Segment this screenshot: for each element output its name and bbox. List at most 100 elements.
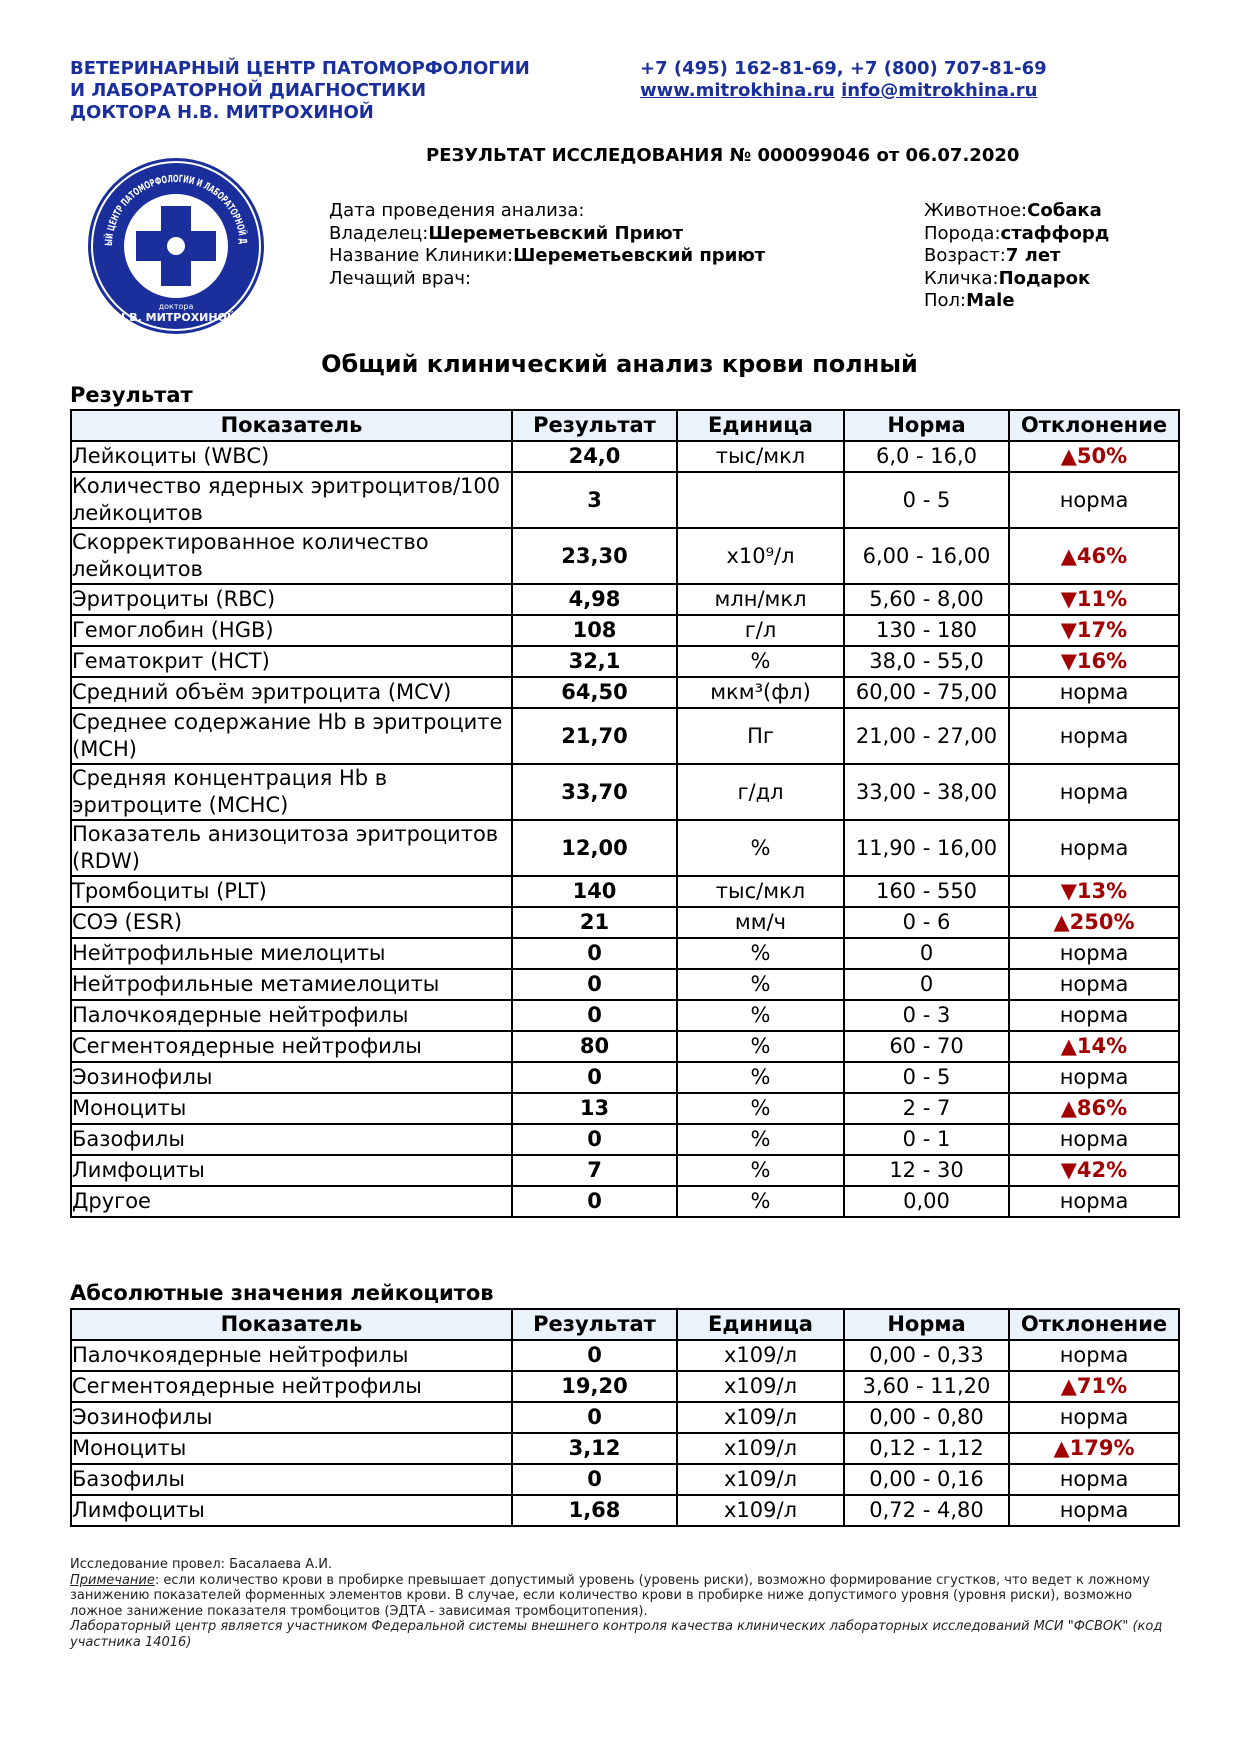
table-cell: x109/л xyxy=(676,1370,845,1403)
info-label: Кличка: xyxy=(924,267,999,289)
table-cell: Базофилы xyxy=(70,1463,513,1496)
info-label: Животное: xyxy=(924,200,1028,221)
table-cell: СОЭ (ESR) xyxy=(70,906,513,939)
table-cell: 2 - 7 xyxy=(843,1092,1010,1125)
table-cell: норма xyxy=(1008,1061,1180,1094)
table-cell: Лейкоциты (WBC) xyxy=(70,440,513,473)
header-row: Показатель Результат Единица Норма Отклонени… xyxy=(70,1308,1180,1341)
table-cell: 4,98 xyxy=(511,583,678,616)
table-cell: ▲46% xyxy=(1008,527,1180,585)
table-cell: 6,0 - 16,0 xyxy=(843,440,1010,473)
table-cell: 13 xyxy=(511,1092,678,1125)
table-cell: 64,50 xyxy=(511,676,678,709)
table-cell: Количество ядерных эритроцитов/100 лейко… xyxy=(70,471,513,529)
membership-text: Лабораторный центр является участником Ф… xyxy=(70,1619,1163,1650)
table-cell: ▼42% xyxy=(1008,1154,1180,1187)
table-row: Моноциты 3,12 x109/л 0,12 - 1,12 ▲179% xyxy=(70,1432,1180,1465)
table-cell: ▲250% xyxy=(1008,906,1180,939)
table-cell: 0 - 5 xyxy=(843,471,1010,529)
table-cell: Лимфоциты xyxy=(70,1154,513,1187)
column-header: Отклонение xyxy=(1008,409,1180,442)
info-row: Владелец:Шереметьевский Приют xyxy=(329,223,765,246)
info-value: Male xyxy=(966,290,1015,311)
table-row: Лимфоциты 7% 12 - 30 ▼42% xyxy=(70,1154,1180,1187)
links: www.mitrokhina.ru info@mitrokhina.ru xyxy=(640,80,1047,102)
info-label: Пол: xyxy=(924,290,967,311)
table-cell: Пг xyxy=(676,707,845,765)
table-cell: Сегментоядерные нейтрофилы xyxy=(70,1370,513,1403)
table-row: Эозинофилы 0 x109/л 0,00 - 0,80 норма xyxy=(70,1401,1180,1434)
info-row: Дата проведения анализа: xyxy=(329,200,765,223)
table-cell: % xyxy=(676,1185,845,1218)
section-title: Общий клинический анализ крови полный xyxy=(321,350,918,378)
table-cell: 24,0 xyxy=(511,440,678,473)
table-cell: млн/мкл xyxy=(676,583,845,616)
logo: ВЕТЕРИНАРНЫЙ ЦЕНТР ПАТОМОРФОЛОГИИ И ЛАБО… xyxy=(86,156,264,334)
table-cell: ▲86% xyxy=(1008,1092,1180,1125)
table-cell: Гемоглобин (HGB) xyxy=(70,614,513,647)
table-cell: % xyxy=(676,1030,845,1063)
email-link[interactable]: info@mitrokhina.ru xyxy=(841,80,1038,101)
table-cell: мм/ч xyxy=(676,906,845,939)
table-cell: 21,00 - 27,00 xyxy=(843,707,1010,765)
table-cell: 33,70 xyxy=(511,763,678,821)
column-header: Единица xyxy=(676,1308,845,1341)
table-cell: Другое xyxy=(70,1185,513,1218)
column-header: Единица xyxy=(676,409,845,442)
table-cell: 12,00 xyxy=(511,819,678,877)
table-row: Базофилы 0 x109/л 0,00 - 0,16 норма xyxy=(70,1463,1180,1496)
table-cell: норма xyxy=(1008,968,1180,1001)
table-cell: 0,00 - 0,33 xyxy=(843,1339,1010,1372)
table-cell: 160 - 550 xyxy=(843,875,1010,908)
table-cell: 60 - 70 xyxy=(843,1030,1010,1063)
table-cell: 60,00 - 75,00 xyxy=(843,676,1010,709)
table-cell: 0 xyxy=(511,937,678,970)
table-cell: Гематокрит (HCT) xyxy=(70,645,513,678)
table-cell: 0 xyxy=(511,1123,678,1156)
table-cell: Скорректированное количество лейкоцитов xyxy=(70,527,513,585)
table-cell: Средняя концентрация Hb в эритроците (MC… xyxy=(70,763,513,821)
logo-doctor: доктора xyxy=(159,302,194,311)
table-row: Средняя концентрация Hb в эритроците (MC… xyxy=(70,763,1180,821)
table-cell: Эозинофилы xyxy=(70,1401,513,1434)
column-header: Отклонение xyxy=(1008,1308,1180,1341)
table-cell: 19,20 xyxy=(511,1370,678,1403)
table-cell: норма xyxy=(1008,1401,1180,1434)
table-cell: Показатель анизоцитоза эритроцитов (RDW) xyxy=(70,819,513,877)
table-cell: норма xyxy=(1008,676,1180,709)
website-link[interactable]: www.mitrokhina.ru xyxy=(640,80,835,101)
info-label: Название Клиники: xyxy=(329,245,514,266)
table-cell: 12 - 30 xyxy=(843,1154,1010,1187)
info-row: Возраст:7 лет xyxy=(924,245,1109,268)
performed-by: Исследование провел: Басалаева А.И. xyxy=(70,1557,333,1572)
info-value: Шереметьевский приют xyxy=(513,245,766,266)
table-cell: тыс/мкл xyxy=(676,875,845,908)
table-cell: x109/л xyxy=(676,1432,845,1465)
table-cell: 140 xyxy=(511,875,678,908)
info-row: Порода:стаффорд xyxy=(924,223,1109,246)
logo-microscope xyxy=(167,237,185,255)
table-cell: г/л xyxy=(676,614,845,647)
table-cell: ▼13% xyxy=(1008,875,1180,908)
table-row: СОЭ (ESR) 21 мм/ч 0 - 6 ▲250% xyxy=(70,906,1180,939)
table-row: Базофилы 0% 0 - 1 норма xyxy=(70,1123,1180,1156)
table-cell: Базофилы xyxy=(70,1123,513,1156)
membership: Лабораторный центр является участником Ф… xyxy=(70,1619,1180,1650)
column-header: Показатель xyxy=(70,1308,513,1341)
table-cell: Среднее содержание Hb в эритроците (MCH) xyxy=(70,707,513,765)
contacts: +7 (495) 162-81-69, +7 (800) 707-81-69 w… xyxy=(640,58,1047,102)
table-row: Среднее содержание Hb в эритроците (MCH)… xyxy=(70,707,1180,765)
table-cell: ▼16% xyxy=(1008,645,1180,678)
table-row: Лейкоциты (WBC) 24,0 тыс/мкл 6,0 - 16,0 ▲50% xyxy=(70,440,1180,473)
table-cell: норма xyxy=(1008,707,1180,765)
table-cell: Тромбоциты (PLT) xyxy=(70,875,513,908)
table-cell: Моноциты xyxy=(70,1092,513,1125)
table-row: Нейтрофильные метамиелоциты 0% 0 норма xyxy=(70,968,1180,1001)
table-cell: 0,00 xyxy=(843,1185,1010,1218)
info-right: Животное:Собака Порода:стаффорд Возраст:7 … xyxy=(924,200,1109,313)
table-cell: Эритроциты (RBC) xyxy=(70,583,513,616)
table-cell: 0,12 - 1,12 xyxy=(843,1432,1010,1465)
table-cell: 38,0 - 55,0 xyxy=(843,645,1010,678)
table-row: Лимфоциты 1,68 x109/л 0,72 - 4,80 норма xyxy=(70,1494,1180,1527)
